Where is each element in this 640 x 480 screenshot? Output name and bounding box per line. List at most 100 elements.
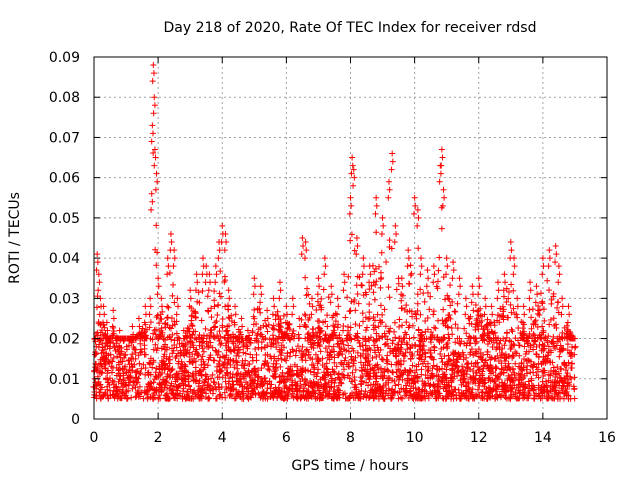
data-point <box>542 334 549 341</box>
data-point <box>160 343 167 350</box>
data-point <box>464 365 471 372</box>
data-point <box>293 370 300 377</box>
data-point <box>118 348 125 355</box>
data-point <box>358 381 365 388</box>
data-point <box>508 386 515 393</box>
data-point <box>431 324 438 331</box>
data-point <box>565 303 572 310</box>
data-point <box>98 370 105 377</box>
data-point <box>403 319 410 326</box>
data-point <box>286 385 293 392</box>
data-point <box>405 324 412 331</box>
data-point <box>299 235 306 241</box>
data-point <box>327 371 334 378</box>
data-point <box>464 387 471 394</box>
data-point <box>107 343 114 350</box>
data-point <box>410 210 417 217</box>
data-point <box>484 348 491 355</box>
data-point <box>502 279 509 286</box>
data-point <box>173 390 180 397</box>
data-point <box>257 309 264 316</box>
data-point <box>171 337 178 344</box>
data-point <box>234 365 241 372</box>
data-point <box>409 322 416 329</box>
data-point <box>129 323 136 330</box>
data-point <box>345 273 352 280</box>
data-point <box>336 334 343 341</box>
data-point <box>377 373 384 380</box>
data-point <box>356 322 363 329</box>
data-point <box>415 214 422 221</box>
data-point <box>373 372 380 379</box>
data-point <box>548 300 555 307</box>
data-point <box>370 326 377 333</box>
data-point <box>213 395 220 402</box>
data-point <box>344 294 351 301</box>
data-point <box>228 385 235 392</box>
data-point <box>227 333 234 340</box>
data-point <box>540 306 547 313</box>
data-point <box>565 359 572 366</box>
data-point <box>571 335 578 342</box>
data-point <box>389 158 396 165</box>
data-point <box>219 353 226 360</box>
data-point <box>436 254 443 261</box>
data-point <box>468 299 475 306</box>
data-point <box>492 334 499 341</box>
data-point <box>114 353 121 360</box>
data-point <box>381 341 388 348</box>
data-point <box>277 352 284 359</box>
data-point <box>227 361 234 368</box>
data-point <box>334 374 341 381</box>
data-point <box>311 366 318 373</box>
data-point <box>95 378 102 385</box>
data-point <box>363 291 370 298</box>
data-point <box>357 374 364 381</box>
data-point <box>492 365 499 372</box>
data-point <box>407 387 414 394</box>
data-point <box>399 338 406 345</box>
data-point <box>533 364 540 371</box>
data-point <box>293 347 300 354</box>
data-point <box>503 298 510 305</box>
data-point <box>173 318 180 325</box>
data-point <box>479 395 486 402</box>
data-point <box>261 361 268 368</box>
data-point <box>201 379 208 386</box>
data-point <box>348 202 355 209</box>
data-point <box>246 339 253 346</box>
data-point <box>345 348 352 355</box>
data-point <box>503 285 510 292</box>
data-point <box>129 364 136 371</box>
data-point <box>397 357 404 364</box>
data-point <box>559 387 566 394</box>
data-point <box>210 357 217 364</box>
data-point <box>257 299 264 306</box>
y-tick-label: 0.07 <box>49 130 80 146</box>
data-point <box>153 334 160 341</box>
data-point <box>122 381 129 388</box>
data-point <box>213 271 220 278</box>
data-point <box>464 339 471 346</box>
data-point <box>413 315 420 322</box>
data-point <box>188 317 195 324</box>
data-point <box>266 336 273 343</box>
data-point <box>194 279 201 286</box>
data-point <box>549 359 556 366</box>
data-point <box>529 306 536 313</box>
data-point <box>153 347 160 354</box>
chart-title: Day 218 of 2020, Rate Of TEC Index for r… <box>164 20 537 36</box>
data-point <box>157 381 164 388</box>
data-point <box>120 376 127 383</box>
data-point <box>372 210 379 217</box>
data-point <box>132 369 139 376</box>
data-point <box>304 285 311 292</box>
data-point <box>408 308 415 315</box>
data-point <box>105 395 112 402</box>
x-tick-label: 0 <box>90 430 99 446</box>
data-point <box>514 295 521 302</box>
data-point <box>371 347 378 354</box>
data-point <box>128 360 135 367</box>
data-point <box>418 338 425 345</box>
